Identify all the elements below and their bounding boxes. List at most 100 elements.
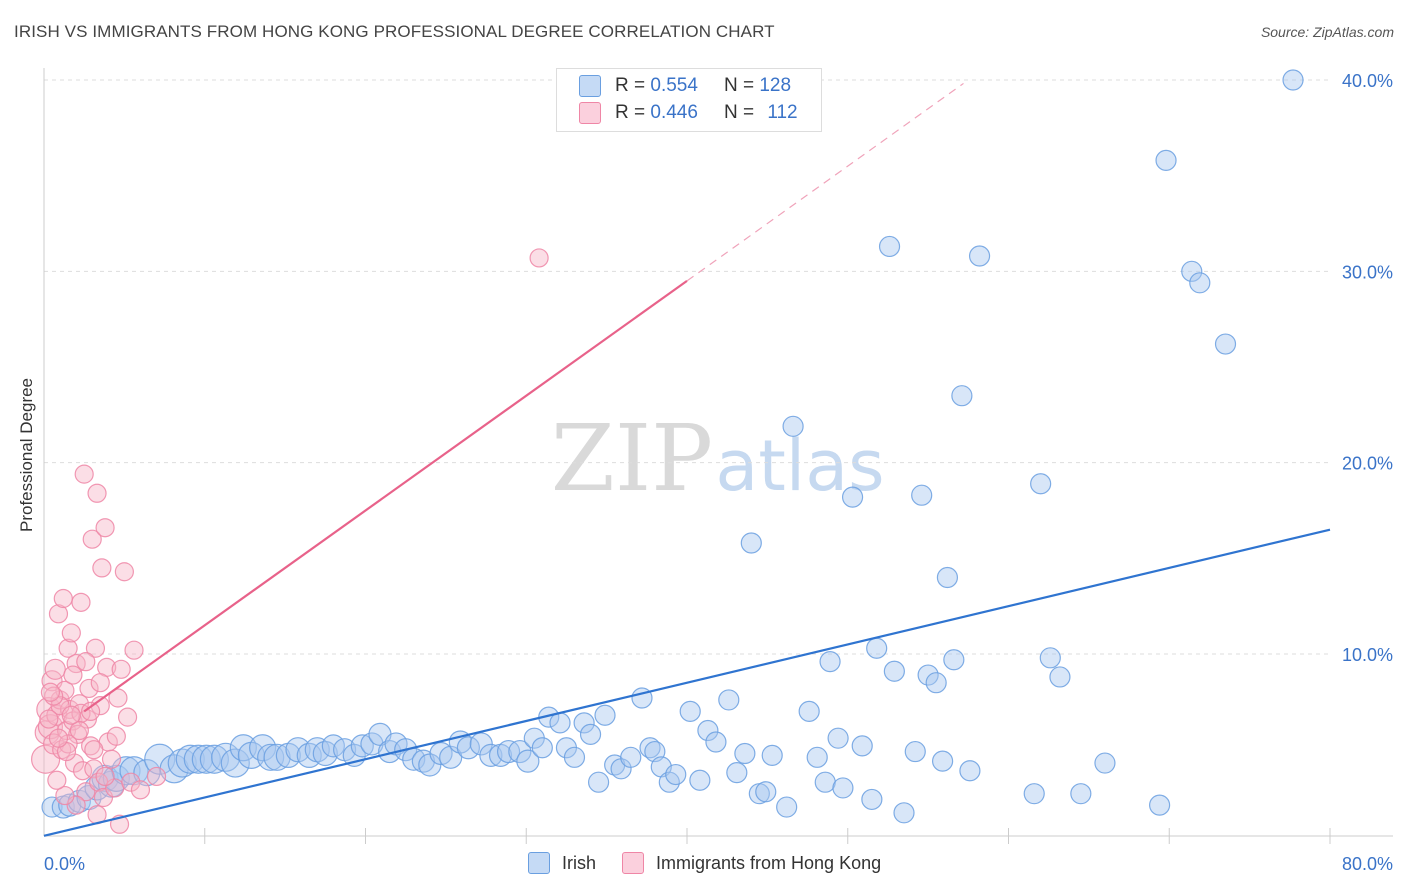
irish-point bbox=[1039, 647, 1061, 669]
irish-point bbox=[456, 736, 480, 760]
irish-point bbox=[925, 672, 947, 694]
legend-label-hk: Immigrants from Hong Kong bbox=[656, 852, 882, 873]
hk-point bbox=[111, 659, 131, 679]
legend-r-label: R = bbox=[615, 75, 646, 96]
legend-n-label: N = bbox=[723, 75, 755, 96]
hk-point bbox=[79, 678, 99, 699]
hk-point bbox=[58, 734, 78, 754]
irish-point bbox=[776, 796, 798, 818]
series-legend: Irish Immigrants from Hong Kong bbox=[528, 852, 907, 874]
irish-point bbox=[827, 727, 849, 749]
irish-point bbox=[718, 689, 740, 711]
irish-point bbox=[573, 712, 595, 734]
hk-point bbox=[76, 652, 96, 672]
irish-point bbox=[360, 732, 384, 756]
hk-point bbox=[101, 749, 122, 769]
hk-point bbox=[114, 562, 134, 582]
irish-point bbox=[814, 771, 836, 793]
legend-swatch-hk bbox=[579, 102, 601, 124]
irish-point bbox=[917, 664, 939, 686]
irish-point bbox=[936, 566, 959, 589]
x-tick-label: 0.0% bbox=[44, 854, 85, 874]
hk-point bbox=[66, 653, 86, 674]
irish-point bbox=[594, 704, 616, 726]
chart-title: IRISH VS IMMIGRANTS FROM HONG KONG PROFE… bbox=[14, 22, 775, 41]
y-tick-label: 10.0% bbox=[1342, 645, 1393, 665]
irish-point bbox=[734, 742, 756, 765]
irish-point bbox=[285, 737, 311, 763]
legend-row-irish: R = 0.554 N = 128 bbox=[579, 74, 791, 98]
hk-point bbox=[48, 728, 69, 748]
hk-point bbox=[90, 673, 110, 693]
hk-point bbox=[61, 705, 81, 725]
irish-point bbox=[951, 385, 973, 407]
irish-point bbox=[726, 762, 748, 784]
irish-point bbox=[861, 788, 883, 811]
legend-n-value-hk: 112 bbox=[767, 102, 798, 123]
irish-point bbox=[133, 759, 161, 787]
hk-point bbox=[71, 592, 91, 612]
correlation-legend: R = 0.554 N = 128 R = 0.446 N = 112 bbox=[556, 68, 822, 132]
hk-point bbox=[58, 638, 78, 658]
irish-point bbox=[904, 740, 926, 763]
irish-point bbox=[516, 749, 540, 773]
hk-trend-extension bbox=[686, 82, 964, 282]
irish-point bbox=[798, 700, 820, 723]
legend-n-value-irish: 128 bbox=[759, 75, 792, 96]
irish-point bbox=[697, 719, 719, 742]
irish-point bbox=[705, 731, 727, 753]
legend-r-value-hk: 0.446 bbox=[650, 102, 698, 123]
hk-point bbox=[74, 464, 94, 484]
hk-point bbox=[53, 588, 73, 609]
irish-point bbox=[931, 750, 954, 772]
irish-point bbox=[1181, 260, 1203, 282]
irish-point bbox=[1049, 666, 1071, 688]
legend-swatch-hk bbox=[622, 852, 645, 874]
hk-point bbox=[95, 518, 115, 538]
irish-point bbox=[579, 723, 602, 745]
hk-point bbox=[69, 720, 89, 741]
irish-point bbox=[1214, 333, 1237, 355]
irish-point bbox=[1282, 69, 1304, 91]
irish-point bbox=[350, 734, 374, 758]
hk-point bbox=[92, 558, 112, 578]
irish-point bbox=[911, 484, 933, 506]
irish-point bbox=[679, 700, 701, 723]
irish-point bbox=[175, 744, 205, 774]
watermark-atlas: atlas bbox=[715, 425, 884, 507]
hk-point bbox=[71, 703, 91, 723]
irish-point bbox=[1189, 272, 1211, 294]
irish-point bbox=[411, 749, 435, 773]
hk-point bbox=[121, 772, 141, 792]
legend-item-irish: Irish bbox=[528, 852, 596, 874]
y-tick-label: 20.0% bbox=[1342, 454, 1393, 474]
watermark-zip: ZIP bbox=[551, 405, 713, 512]
legend-label-irish: Irish bbox=[562, 852, 597, 873]
irish-point bbox=[549, 712, 571, 734]
hk-point bbox=[48, 604, 69, 624]
x-tick-label: 80.0% bbox=[1342, 854, 1393, 874]
irish-point bbox=[1030, 473, 1052, 495]
source-label: Source: ZipAtlas.com bbox=[1260, 24, 1394, 40]
legend-row-hk: R = 0.446 N = 112 bbox=[579, 101, 798, 125]
legend-swatch-irish bbox=[528, 852, 550, 874]
irish-point bbox=[563, 746, 586, 768]
hk-point bbox=[108, 688, 128, 708]
irish-point bbox=[1155, 149, 1177, 171]
hk-point bbox=[82, 529, 102, 549]
irish-point bbox=[866, 637, 888, 659]
hk-point bbox=[69, 694, 89, 714]
hk-point bbox=[85, 638, 106, 658]
hk-point bbox=[40, 682, 61, 702]
hk-point bbox=[47, 770, 67, 790]
irish-point bbox=[229, 734, 257, 762]
irish-point bbox=[968, 245, 991, 267]
irish-point bbox=[893, 802, 915, 824]
hk-point bbox=[55, 680, 75, 700]
irish-point bbox=[832, 777, 854, 799]
hk-point bbox=[76, 782, 96, 802]
hk-point bbox=[44, 658, 66, 680]
hk-point bbox=[106, 726, 126, 746]
irish-point bbox=[587, 771, 610, 793]
